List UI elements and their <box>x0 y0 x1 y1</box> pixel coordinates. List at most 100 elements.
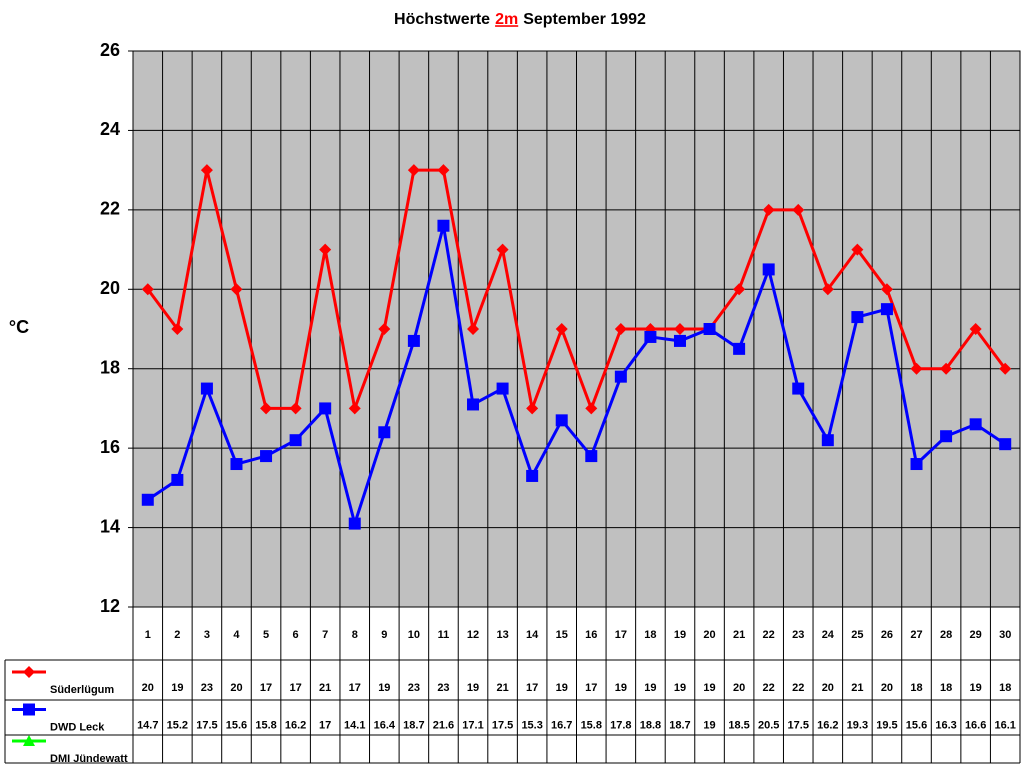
x-tick-label: 26 <box>881 629 893 641</box>
data-point <box>260 402 273 415</box>
data-point <box>230 283 243 296</box>
table-value: 16.1 <box>995 719 1016 731</box>
table-value: 23 <box>437 682 449 694</box>
table-value: 16.6 <box>965 719 986 731</box>
x-tick-label: 29 <box>970 629 982 641</box>
x-tick-label: 1 <box>145 629 151 641</box>
data-point <box>526 469 539 482</box>
table-value: 17.5 <box>196 719 217 731</box>
data-point <box>171 323 184 335</box>
table-value: 14.1 <box>344 719 365 731</box>
data-point <box>999 362 1012 375</box>
table-value: 16.4 <box>374 719 396 731</box>
table-value: 21 <box>319 682 331 694</box>
data-point <box>319 243 332 256</box>
data-point <box>585 402 598 415</box>
chart-title: September 1992 <box>523 11 646 28</box>
x-tick-label: 3 <box>204 629 210 641</box>
x-tick-label: 21 <box>733 629 745 641</box>
table-value: 17.1 <box>462 719 483 731</box>
x-tick-label: 24 <box>822 629 835 641</box>
data-point <box>437 219 450 232</box>
data-point <box>969 323 982 335</box>
data-point <box>614 370 627 383</box>
data-point <box>703 323 716 335</box>
x-tick-label: 2 <box>174 629 180 641</box>
data-point <box>821 434 834 447</box>
data-point <box>851 243 864 256</box>
table-value: 20 <box>822 682 834 694</box>
table-value: 18.7 <box>403 719 424 731</box>
data-point <box>141 283 154 296</box>
chart-title-highlight: 2m <box>495 11 518 28</box>
table-value: 17 <box>260 682 272 694</box>
x-tick-label: 30 <box>999 629 1011 641</box>
x-tick-label: 7 <box>322 629 328 641</box>
table-value: 14.7 <box>137 719 158 731</box>
data-point <box>851 311 864 324</box>
data-point <box>733 283 746 296</box>
data-point <box>467 398 480 411</box>
data-point <box>673 323 686 335</box>
table-value: 19 <box>703 719 715 731</box>
data-point <box>171 473 184 486</box>
data-point <box>910 458 923 471</box>
data-point <box>792 382 805 395</box>
table-value: 15.8 <box>255 719 276 731</box>
data-point <box>200 164 213 177</box>
data-point <box>644 330 657 343</box>
data-point <box>821 283 834 296</box>
data-point <box>526 402 539 415</box>
x-tick-label: 22 <box>763 629 775 641</box>
x-tick-label: 16 <box>585 629 597 641</box>
table-value: 18.5 <box>728 719 749 731</box>
table-value: 19.5 <box>876 719 897 731</box>
x-tick-label: 18 <box>644 629 656 641</box>
table-value: 22 <box>792 682 804 694</box>
x-tick-label: 28 <box>940 629 952 641</box>
x-tick-label: 4 <box>233 629 240 641</box>
x-tick-label: 9 <box>381 629 387 641</box>
x-tick-label: 20 <box>703 629 715 641</box>
x-tick-label: 25 <box>851 629 863 641</box>
data-point <box>940 362 953 375</box>
y-axis-label: °C <box>9 317 29 337</box>
table-value: 17 <box>526 682 538 694</box>
data-point <box>762 203 775 216</box>
data-point <box>319 402 332 415</box>
table-value: 16.7 <box>551 719 572 731</box>
table-value: 19 <box>615 682 627 694</box>
x-tick-label: 13 <box>496 629 508 641</box>
table-value: 19 <box>467 682 479 694</box>
y-tick-label: 14 <box>100 516 120 536</box>
table-value: 17.5 <box>492 719 513 731</box>
data-point <box>969 418 982 431</box>
legend-label: Süderlügum <box>50 684 114 696</box>
data-point <box>999 438 1012 451</box>
x-tick-label: 27 <box>910 629 922 641</box>
table-value: 19 <box>970 682 982 694</box>
data-point <box>348 517 361 530</box>
x-tick-label: 19 <box>674 629 686 641</box>
data-point <box>407 164 420 177</box>
table-value: 18 <box>999 682 1011 694</box>
table-value: 19 <box>674 682 686 694</box>
data-point <box>673 334 686 347</box>
x-tick-label: 12 <box>467 629 479 641</box>
data-point <box>792 203 805 216</box>
y-tick-label: 24 <box>100 119 120 139</box>
y-tick-label: 20 <box>100 278 120 298</box>
data-point <box>348 402 361 415</box>
data-point <box>200 382 213 395</box>
y-tick-label: 18 <box>100 357 120 377</box>
table-value: 16.2 <box>285 719 306 731</box>
data-point <box>880 303 893 316</box>
x-tick-label: 6 <box>293 629 299 641</box>
table-value: 17 <box>349 682 361 694</box>
data-point <box>940 430 953 443</box>
table-value: 21.6 <box>433 719 454 731</box>
data-point <box>585 450 598 463</box>
table-value: 19 <box>171 682 183 694</box>
table-value: 20 <box>230 682 242 694</box>
table-value: 17 <box>585 682 597 694</box>
